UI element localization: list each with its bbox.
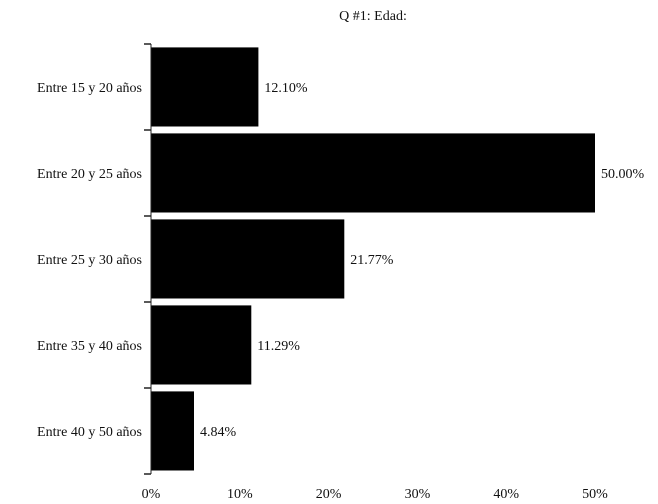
value-label-0: 12.10% (264, 81, 308, 96)
bar-0 (151, 47, 259, 127)
value-label-2: 21.77% (350, 253, 394, 268)
bars-group (151, 47, 595, 471)
bar-3 (151, 305, 252, 385)
category-label-3: Entre 35 y 40 años (37, 339, 142, 354)
x-tick-labels: 0% 10% 20% 30% 40% 50% (142, 487, 609, 502)
x-tick-label-0: 0% (142, 487, 161, 502)
value-labels: 12.10% 50.00% 21.77% 11.29% 4.84% (200, 81, 645, 440)
x-tick-label-3: 30% (405, 487, 431, 502)
category-labels: Entre 15 y 20 años Entre 20 y 25 años Entr… (37, 81, 142, 440)
bar-2 (151, 219, 345, 299)
bar-1 (151, 133, 595, 213)
value-label-3: 11.29% (257, 339, 300, 354)
category-label-0: Entre 15 y 20 años (37, 81, 142, 96)
x-tick-label-2: 20% (316, 487, 342, 502)
x-tick-label-4: 40% (493, 487, 519, 502)
category-label-4: Entre 40 y 50 años (37, 425, 142, 440)
value-label-4: 4.84% (200, 425, 237, 440)
x-tick-label-1: 10% (227, 487, 253, 502)
category-label-1: Entre 20 y 25 años (37, 167, 142, 182)
bar-4 (151, 391, 194, 471)
category-label-2: Entre 25 y 30 años (37, 253, 142, 268)
y-axis (144, 43, 152, 475)
value-label-1: 50.00% (601, 167, 645, 182)
chart-title: Q #1: Edad: (339, 9, 407, 24)
x-tick-label-5: 50% (582, 487, 608, 502)
